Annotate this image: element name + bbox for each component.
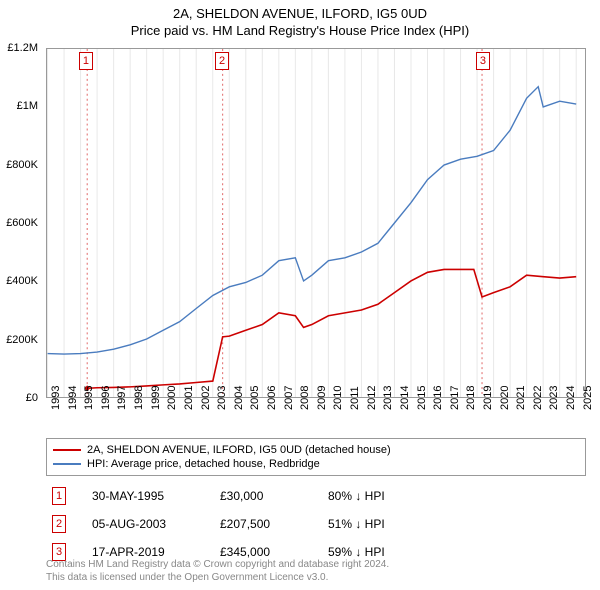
- x-tick-label: 2013: [382, 386, 394, 410]
- x-tick-label: 1994: [67, 386, 79, 410]
- y-tick-label: £1.2M: [0, 42, 38, 54]
- x-tick-label: 2022: [532, 386, 544, 410]
- x-tick-label: 2002: [200, 386, 212, 410]
- legend-row: HPI: Average price, detached house, Redb…: [53, 457, 579, 471]
- x-tick-label: 2010: [332, 386, 344, 410]
- chart-area: £0£200K£400K£600K£800K£1M£1.2M1993199419…: [46, 48, 586, 398]
- y-tick-label: £600K: [0, 217, 38, 229]
- annotation-pct: 59% ↓ HPI: [328, 545, 448, 559]
- annotation-date: 05-AUG-2003: [92, 517, 212, 531]
- y-tick-label: £800K: [0, 159, 38, 171]
- x-tick-label: 2020: [499, 386, 511, 410]
- x-tick-label: 2008: [299, 386, 311, 410]
- annotation-date: 17-APR-2019: [92, 545, 212, 559]
- annotation-marker: 2: [52, 515, 66, 533]
- plot-svg: [46, 48, 586, 398]
- x-tick-label: 2011: [349, 386, 361, 410]
- x-tick-label: 1997: [116, 386, 128, 410]
- x-tick-label: 2016: [432, 386, 444, 410]
- footer-line: This data is licensed under the Open Gov…: [46, 571, 586, 584]
- event-marker: 2: [215, 52, 229, 70]
- x-tick-label: 1995: [83, 386, 95, 410]
- x-tick-label: 1996: [100, 386, 112, 410]
- annotation-row: 1 30-MAY-1995 £30,000 80% ↓ HPI: [46, 482, 586, 510]
- x-tick-label: 2021: [515, 386, 527, 410]
- annotation-price: £30,000: [220, 489, 320, 503]
- annotation-table: 1 30-MAY-1995 £30,000 80% ↓ HPI 2 05-AUG-2003…: [46, 482, 586, 566]
- x-tick-label: 2007: [283, 386, 295, 410]
- chart-title: 2A, SHELDON AVENUE, ILFORD, IG5 0UD: [0, 0, 600, 21]
- legend-label: HPI: Average price, detached house, Redb…: [87, 458, 320, 470]
- x-tick-label: 1999: [150, 386, 162, 410]
- footer-line: Contains HM Land Registry data © Crown c…: [46, 558, 586, 571]
- annotation-date: 30-MAY-1995: [92, 489, 212, 503]
- x-tick-label: 2025: [582, 386, 594, 410]
- legend-swatch: [53, 463, 81, 465]
- x-tick-label: 2015: [416, 386, 428, 410]
- annotation-marker: 1: [52, 487, 66, 505]
- y-tick-label: £0: [0, 392, 38, 404]
- x-tick-label: 2005: [249, 386, 261, 410]
- chart-container: 2A, SHELDON AVENUE, ILFORD, IG5 0UD Pric…: [0, 0, 600, 590]
- event-marker: 3: [476, 52, 490, 70]
- legend-row: 2A, SHELDON AVENUE, ILFORD, IG5 0UD (det…: [53, 443, 579, 457]
- annotation-row: 2 05-AUG-2003 £207,500 51% ↓ HPI: [46, 510, 586, 538]
- x-tick-label: 2024: [565, 386, 577, 410]
- x-tick-label: 2003: [216, 386, 228, 410]
- x-tick-label: 2017: [449, 386, 461, 410]
- x-tick-label: 2001: [183, 386, 195, 410]
- x-tick-label: 2023: [548, 386, 560, 410]
- x-tick-label: 2012: [366, 386, 378, 410]
- annotation-pct: 51% ↓ HPI: [328, 517, 448, 531]
- y-tick-label: £400K: [0, 275, 38, 287]
- x-tick-label: 2009: [316, 386, 328, 410]
- x-tick-label: 2014: [399, 386, 411, 410]
- x-tick-label: 2006: [266, 386, 278, 410]
- y-tick-label: £1M: [0, 100, 38, 112]
- chart-subtitle: Price paid vs. HM Land Registry's House …: [0, 21, 600, 38]
- legend-label: 2A, SHELDON AVENUE, ILFORD, IG5 0UD (det…: [87, 444, 391, 456]
- x-tick-label: 2019: [482, 386, 494, 410]
- annotation-pct: 80% ↓ HPI: [328, 489, 448, 503]
- x-tick-label: 1998: [133, 386, 145, 410]
- event-marker: 1: [79, 52, 93, 70]
- annotation-price: £345,000: [220, 545, 320, 559]
- annotation-price: £207,500: [220, 517, 320, 531]
- x-tick-label: 2018: [465, 386, 477, 410]
- legend-box: 2A, SHELDON AVENUE, ILFORD, IG5 0UD (det…: [46, 438, 586, 476]
- x-tick-label: 2000: [166, 386, 178, 410]
- x-tick-label: 2004: [233, 386, 245, 410]
- x-tick-label: 1993: [50, 386, 62, 410]
- footer: Contains HM Land Registry data © Crown c…: [46, 558, 586, 584]
- y-tick-label: £200K: [0, 334, 38, 346]
- legend-swatch: [53, 449, 81, 451]
